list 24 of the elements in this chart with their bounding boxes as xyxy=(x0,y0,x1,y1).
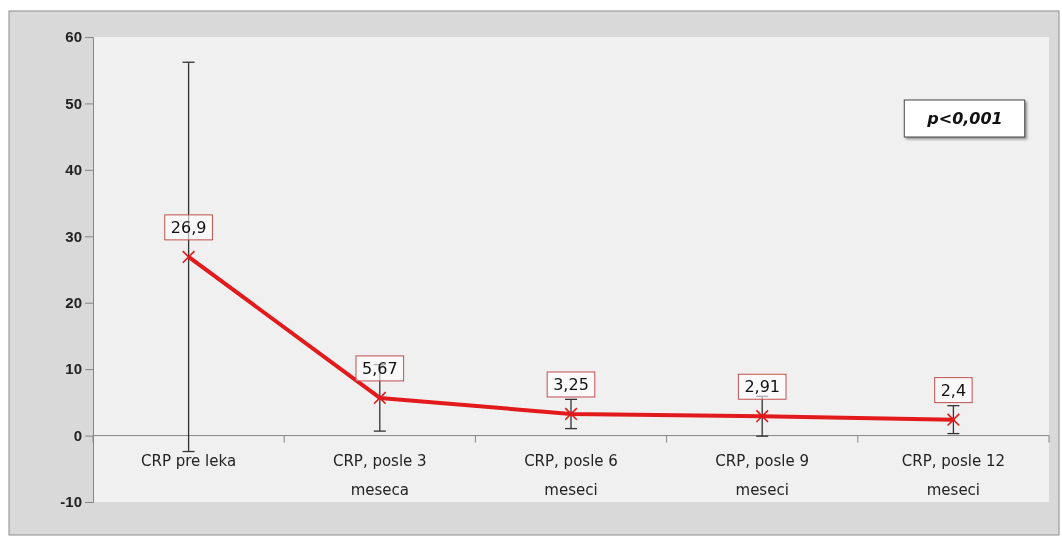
data-label: 2,91 xyxy=(744,377,781,397)
point xyxy=(373,391,387,405)
y-tick-label: 20 xyxy=(65,294,82,312)
x-tick-label: CRP, posle 12 meseci xyxy=(901,451,1006,499)
x-tick-label: CRP pre leka xyxy=(141,451,237,470)
y-tick-label: 50 xyxy=(65,94,82,112)
y-tick-label: 10 xyxy=(65,360,82,378)
y-tick-label: 30 xyxy=(65,227,82,245)
y-tick-label: 60 xyxy=(65,28,82,46)
y-tick-label: 0 xyxy=(73,426,82,444)
point xyxy=(564,407,578,421)
data-label: 26,9 xyxy=(170,217,207,237)
data-label: 5,67 xyxy=(361,358,398,378)
point xyxy=(946,413,961,427)
data-label: 3,25 xyxy=(553,374,589,394)
y-tick-label: 40 xyxy=(65,161,82,179)
y-tick-label: -10 xyxy=(60,493,82,511)
x-tick-label: CRP, posle 6 meseci xyxy=(524,451,618,499)
data-label: 2,4 xyxy=(940,380,967,400)
point xyxy=(755,409,769,423)
annotation: p<0,001 xyxy=(926,109,1003,128)
x-tick-label: CRP, posle 9 meseci xyxy=(715,451,810,499)
x-tick-label: CRP, posle 3 meseca xyxy=(332,451,427,499)
point xyxy=(181,250,196,264)
